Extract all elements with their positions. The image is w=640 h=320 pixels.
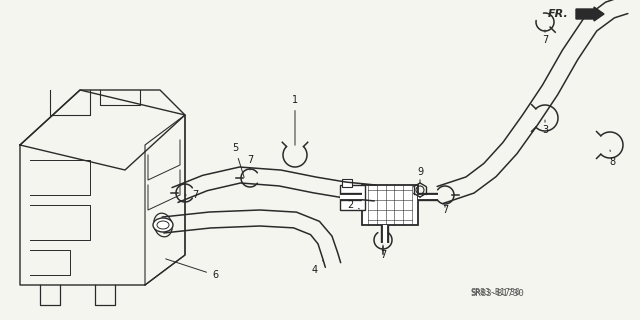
Ellipse shape — [157, 221, 169, 229]
Text: 7: 7 — [247, 155, 253, 170]
Text: FR.: FR. — [548, 9, 569, 19]
Text: 7: 7 — [185, 190, 198, 200]
Text: 7: 7 — [380, 245, 386, 260]
Bar — [340, 185, 365, 210]
Ellipse shape — [153, 218, 173, 232]
Text: SR83-B1730: SR83-B1730 — [470, 289, 524, 298]
Bar — [342, 179, 352, 187]
Text: 3: 3 — [542, 120, 548, 135]
Text: 1: 1 — [292, 95, 298, 145]
Text: 5: 5 — [232, 143, 244, 177]
Text: SR83-B1730: SR83-B1730 — [470, 288, 520, 297]
Text: 7: 7 — [442, 205, 448, 215]
Text: 6: 6 — [166, 259, 218, 280]
Text: 9: 9 — [417, 167, 423, 182]
FancyArrow shape — [576, 7, 604, 21]
Text: 4: 4 — [312, 260, 323, 275]
Text: 7: 7 — [542, 30, 548, 45]
Text: 8: 8 — [609, 150, 615, 167]
Text: 2: 2 — [347, 200, 360, 210]
Bar — [362, 185, 418, 225]
